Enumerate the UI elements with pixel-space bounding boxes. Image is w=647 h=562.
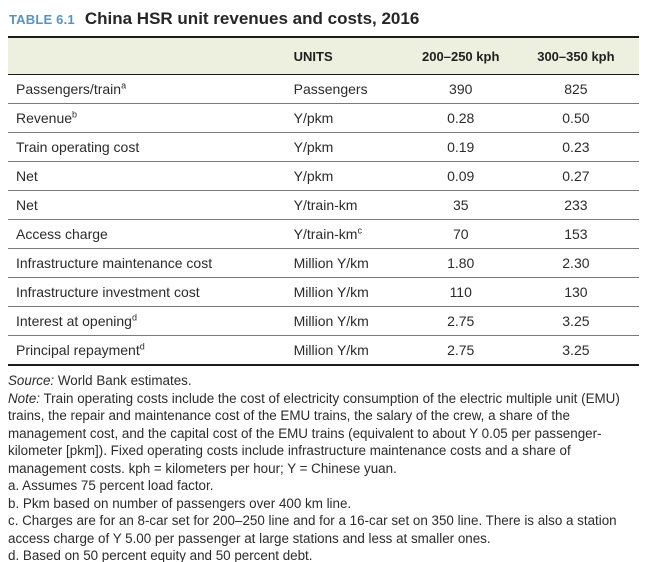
footnote-marker: a xyxy=(121,80,127,91)
footnote-marker: b xyxy=(72,109,78,120)
table-row: Infrastructure maintenance cost Million … xyxy=(8,248,639,278)
value-cell-300-350: 130 xyxy=(512,277,639,307)
units-cell: Y/train-kmc xyxy=(285,219,409,249)
value-cell-200-250: 0.28 xyxy=(408,103,513,133)
value-cell-200-250: 0.19 xyxy=(408,132,513,162)
value-cell-300-350: 153 xyxy=(512,219,639,249)
units-cell: Y/train-km xyxy=(285,190,409,220)
value-cell-200-250: 110 xyxy=(408,277,513,307)
units-cell: Y/pkm xyxy=(285,161,409,191)
header-empty xyxy=(8,37,286,75)
row-label-cell: Net xyxy=(8,161,286,191)
value-cell-300-350: 0.23 xyxy=(512,132,639,162)
hsr-revenues-costs-table: UNITS 200–250 kph 300–350 kph Passengers… xyxy=(8,36,639,366)
units-cell: Million Y/km xyxy=(285,248,409,278)
table-caption: TABLE 6.1 China HSR unit revenues and co… xyxy=(8,7,640,36)
row-label-cell: Access charge xyxy=(8,219,286,249)
row-label-cell: Infrastructure investment cost xyxy=(8,277,286,307)
value-cell-300-350: 2.30 xyxy=(512,248,639,278)
source-text: World Bank estimates. xyxy=(54,373,192,388)
footnote-marker: d xyxy=(139,341,145,352)
footnote-c: c. Charges are for an 8-car set for 200–… xyxy=(8,513,617,546)
table-row: Net Y/train-km 35 233 xyxy=(8,190,639,220)
value-cell-200-250: 35 xyxy=(408,190,513,220)
units-cell: Million Y/km xyxy=(293,342,369,358)
source-line: Source: World Bank estimates. xyxy=(8,372,642,390)
value-cell-200-250: 2.75 xyxy=(408,306,513,336)
row-label-cell: Interest at openingd xyxy=(8,306,286,336)
row-label-cell: Infrastructure maintenance cost xyxy=(8,248,286,278)
note-label: Note: xyxy=(8,390,41,406)
header-speed-300-350: 300–350 kph xyxy=(512,37,639,75)
footnote-marker: c xyxy=(357,225,362,236)
table-row: Passengers/traina Passengers 390 825 xyxy=(8,74,639,104)
footnote-a: a. Assumes 75 percent load factor. xyxy=(8,478,214,494)
value-cell-200-250: 0.09 xyxy=(408,161,513,191)
value-cell-300-350: 3.25 xyxy=(562,342,590,358)
units-cell: Million Y/km xyxy=(285,306,409,336)
footnote-b: b. Pkm based on number of passengers ove… xyxy=(8,495,352,511)
table-row: Principal repaymentd Million Y/km 2.75 3… xyxy=(8,336,639,366)
value-cell-200-250: 1.80 xyxy=(408,248,513,278)
row-label-cell: Passengers/traina xyxy=(8,74,286,104)
source-label: Source: xyxy=(8,373,55,388)
header-units: UNITS xyxy=(285,37,409,75)
value-cell-300-350: 3.25 xyxy=(512,306,639,336)
row-label-cell: Revenueb xyxy=(8,103,286,133)
table-row: Interest at openingd Million Y/km 2.75 3… xyxy=(8,306,639,336)
table-header-row: UNITS 200–250 kph 300–350 kph xyxy=(8,37,639,75)
footnote-marker: d xyxy=(131,312,137,323)
units-cell: Million Y/km xyxy=(285,277,409,307)
value-cell-300-350: 233 xyxy=(512,190,639,220)
value-cell-200-250: 70 xyxy=(408,219,513,249)
units-cell: Y/pkm xyxy=(285,132,409,162)
value-cell-300-350: 825 xyxy=(512,74,639,104)
row-label-cell: Train operating cost xyxy=(8,132,286,162)
table-number-label: TABLE 6.1 xyxy=(9,12,75,27)
table-row: Revenueb Y/pkm 0.28 0.50 xyxy=(8,103,639,133)
table-title: China HSR unit revenues and costs, 2016 xyxy=(84,9,420,28)
table-row: Train operating cost Y/pkm 0.19 0.23 xyxy=(8,132,639,162)
value-cell-200-250: 2.75 xyxy=(447,342,475,358)
header-speed-200-250: 200–250 kph xyxy=(408,37,513,75)
table-footer-notes: Source: World Bank estimates. Note: Trai… xyxy=(8,366,642,562)
row-label-cell: Net xyxy=(8,190,286,220)
table-row: Infrastructure investment cost Million Y… xyxy=(8,277,639,307)
table-row: Net Y/pkm 0.09 0.27 xyxy=(8,161,639,191)
note-text: Train operating costs include the cost o… xyxy=(8,390,620,476)
table-row: Access charge Y/train-kmc 70 153 xyxy=(8,219,639,249)
row-label-cell: Principal repaymentd xyxy=(16,341,145,358)
footnote-d: d. Based on 50 percent equity and 50 per… xyxy=(8,548,313,562)
value-cell-300-350: 0.27 xyxy=(512,161,639,191)
value-cell-200-250: 390 xyxy=(408,74,513,104)
units-cell: Y/pkm xyxy=(285,103,409,133)
units-cell: Passengers xyxy=(285,74,409,104)
note-paragraph: Note: Train operating costs include the … xyxy=(8,390,642,478)
value-cell-300-350: 0.50 xyxy=(512,103,639,133)
